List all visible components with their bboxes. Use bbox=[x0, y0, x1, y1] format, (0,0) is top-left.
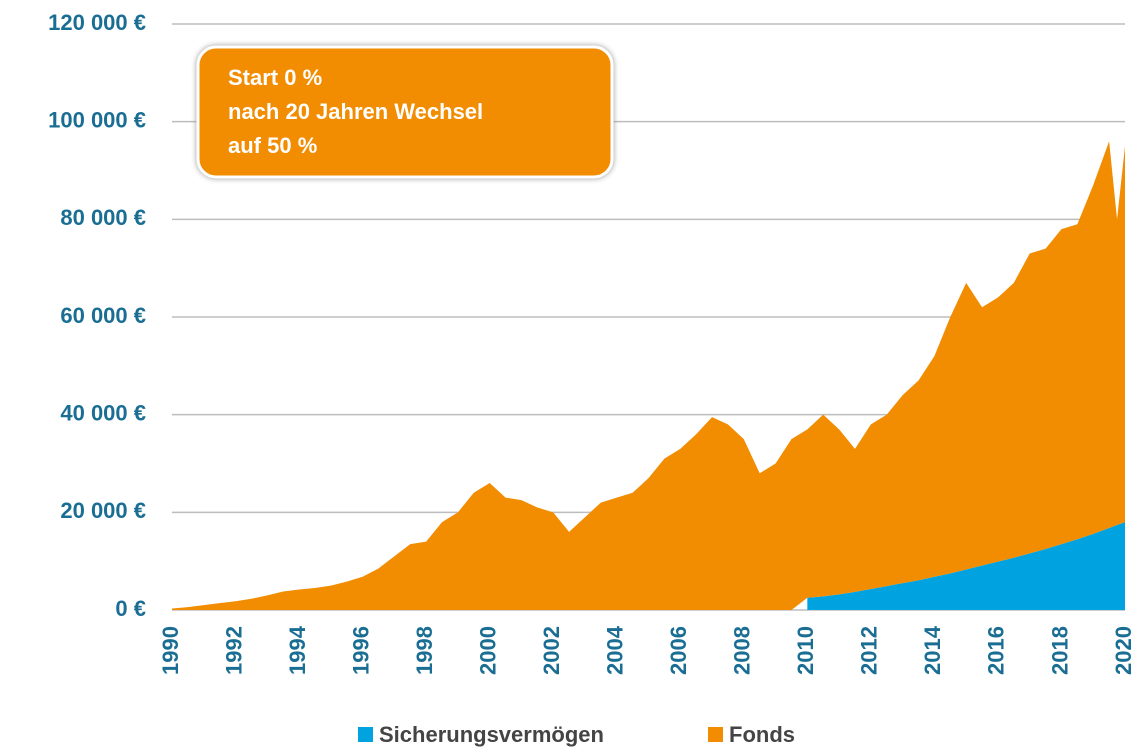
area bbox=[172, 141, 1125, 610]
area bbox=[807, 522, 1125, 610]
y-tick-label: 80 000 € bbox=[60, 205, 146, 230]
y-tick-label: 60 000 € bbox=[60, 303, 146, 328]
x-tick-label: 2004 bbox=[603, 625, 628, 675]
annotation-text: nach 20 Jahren Wechsel bbox=[228, 99, 483, 124]
x-tick-label: 2012 bbox=[857, 626, 882, 675]
annotation-text: Start 0 % bbox=[228, 65, 322, 90]
x-tick-label: 2014 bbox=[920, 625, 945, 675]
annotation: Start 0 % nach 20 Jahren Wechsel auf 50 % bbox=[196, 45, 614, 179]
legend: Sicherungsvermögen Fonds bbox=[358, 722, 795, 747]
x-tick-label: 2000 bbox=[475, 626, 500, 675]
y-tick-label: 120 000 € bbox=[48, 10, 146, 35]
x-tick-label: 2008 bbox=[730, 626, 755, 675]
y-tick-label: 40 000 € bbox=[60, 400, 146, 425]
ticks: 0 € 20 000 € 40 000 € 60 000 € 80 000 € 100 0… bbox=[48, 10, 1136, 675]
annotation-box bbox=[196, 45, 614, 179]
y-tick-label: 100 000 € bbox=[48, 107, 146, 132]
legend-swatch bbox=[358, 727, 373, 742]
x-tick-label: 1996 bbox=[348, 626, 373, 675]
legend-swatch bbox=[708, 727, 723, 742]
areas bbox=[172, 141, 1125, 610]
x-tick-label: 2006 bbox=[666, 626, 691, 675]
annotation-text: auf 50 % bbox=[228, 133, 317, 158]
y-tick-label: 0 € bbox=[115, 596, 146, 621]
x-tick-label: 1994 bbox=[285, 625, 310, 675]
legend-label: Sicherungsvermögen bbox=[379, 722, 604, 747]
y-tick-label: 20 000 € bbox=[60, 498, 146, 523]
x-tick-label: 2016 bbox=[984, 626, 1009, 675]
x-tick-label: 1992 bbox=[221, 626, 246, 675]
x-tick-label: 2002 bbox=[539, 626, 564, 675]
x-tick-label: 2018 bbox=[1047, 626, 1072, 675]
x-tick-label: 2020 bbox=[1111, 626, 1136, 675]
x-tick-label: 2010 bbox=[793, 626, 818, 675]
x-tick-label: 1998 bbox=[412, 626, 437, 675]
x-tick-label: 1990 bbox=[158, 626, 183, 675]
legend-label: Fonds bbox=[729, 722, 795, 747]
